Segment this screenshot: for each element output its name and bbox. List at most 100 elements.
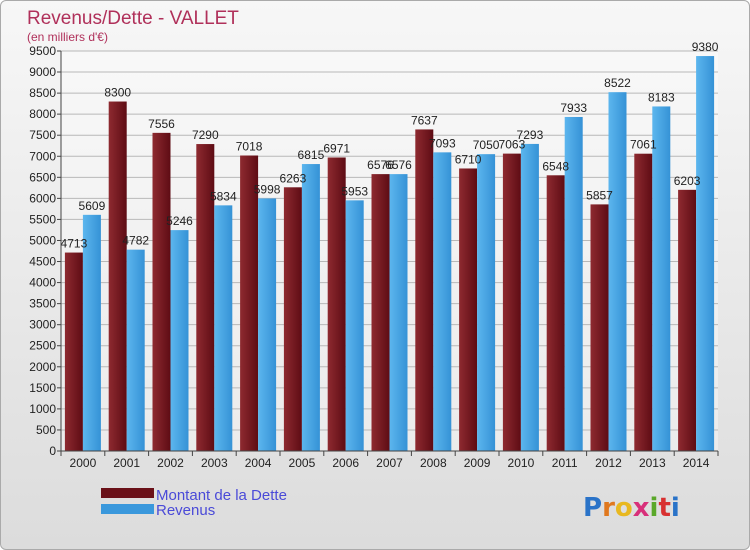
bar-layer [64,56,715,452]
x-tick-label: 2007 [376,456,403,470]
bar-revenus-2013 [652,106,671,451]
data-label: 8183 [648,90,675,104]
bar-revenus-2014 [696,56,715,451]
legend-label-revenus: Revenus [156,502,215,519]
y-tick-label: 2500 [29,339,56,353]
logo-letter: P [583,493,602,523]
legend: Montant de la Dette Revenus [101,487,287,519]
data-label: 6971 [323,141,350,155]
x-tick-label: 2014 [683,456,710,470]
data-label: 7061 [630,138,657,152]
x-tick-label: 2010 [508,456,535,470]
bar-dette-2007 [371,174,390,451]
x-tick-label: 2005 [289,456,316,470]
y-tick-label: 4500 [29,255,56,269]
bar-revenus-2009 [477,154,496,451]
y-tick-label: 9000 [29,65,56,79]
y-tick-label: 2000 [29,360,56,374]
bar-dette-2004 [240,155,259,452]
y-tick-label: 8500 [29,86,56,100]
x-tick-label: 2011 [552,456,578,470]
bar-dette-2005 [283,187,302,451]
label-layer: 4713 5609 8300 4782 7556 5246 7290 5834 7018 5998… [61,40,719,251]
data-label: 5834 [210,189,237,203]
bar-revenus-2012 [608,92,627,451]
bar-dette-2001 [108,101,127,452]
x-tick-label: 2000 [70,456,97,470]
bar-revenus-2008 [433,152,452,452]
bar-dette-2008 [415,129,434,451]
bar-revenus-2007 [389,174,408,451]
data-label: 6710 [455,152,482,166]
y-tick-label: 7500 [29,128,56,142]
y-tick-label: 3000 [29,318,56,332]
bar-dette-2010 [502,153,521,451]
data-label: 6815 [298,148,325,162]
data-label: 5246 [166,214,193,228]
y-tick-label: 4000 [29,276,56,290]
y-tick-label: 6000 [29,191,56,205]
y-tick-label: 0 [49,444,56,458]
data-label: 7093 [429,136,456,150]
axis-layer: 0 500 1000 1500 2000 2500 3000 3500 4000 4500 5000… [29,44,719,470]
x-tick-label: 2004 [245,456,272,470]
y-tick-label: 3500 [29,297,56,311]
data-label: 6548 [542,159,569,173]
y-tick-label: 8000 [29,107,56,121]
data-label: 5857 [586,188,613,202]
bar-dette-2000 [64,252,83,451]
legend-swatch-revenus [101,504,154,514]
bar-dette-2003 [196,144,215,452]
y-tick-label: 5000 [29,233,56,247]
x-tick-label: 2013 [639,456,666,470]
bar-revenus-2000 [82,214,101,451]
data-label: 7933 [560,101,587,115]
data-label: 6263 [280,171,307,185]
y-tick-label: 6500 [29,170,56,184]
x-tick-label: 2001 [113,456,140,470]
data-label: 6576 [367,158,394,172]
bar-revenus-2005 [301,164,320,452]
bar-dette-2014 [678,189,697,452]
bar-revenus-2010 [520,143,539,451]
data-label: 7063 [499,138,526,152]
x-tick-label: 2008 [420,456,447,470]
data-label: 6576 [385,158,412,172]
bar-revenus-2011 [564,116,583,452]
legend-swatch-dette [101,488,154,498]
logo-letter: t [658,493,670,523]
data-label: 9380 [692,40,719,54]
legend-label-dette: Montant de la Dette [156,487,287,504]
bar-dette-2013 [634,153,653,451]
data-label: 7290 [192,128,219,142]
bar-dette-2009 [459,168,478,451]
bar-dette-2011 [546,175,565,451]
logo-letter: i [650,493,659,523]
y-tick-label: 9500 [29,44,56,58]
y-tick-label: 500 [36,423,56,437]
bar-revenus-2003 [214,205,233,451]
bar-revenus-2006 [345,200,364,451]
x-tick-label: 2012 [595,456,622,470]
data-label: 8300 [104,86,131,100]
x-tick-label: 2009 [464,456,491,470]
bar-revenus-2002 [170,230,189,451]
data-label: 7293 [517,128,544,142]
x-tick-label: 2003 [201,456,228,470]
logo-text: Proxiti [583,493,680,523]
data-label: 4713 [61,237,88,251]
data-label: 5609 [79,199,106,213]
bar-dette-2006 [327,157,346,452]
logo-letter: r [602,493,615,523]
data-label: 5953 [341,184,368,198]
logo-letter: x [633,493,650,523]
data-label: 7556 [148,117,175,131]
y-tick-label: 1000 [29,402,56,416]
bar-dette-2002 [152,132,171,451]
bar-revenus-2004 [258,198,277,451]
data-label: 7637 [411,113,438,127]
data-label: 8522 [604,76,631,90]
data-label: 5998 [254,182,281,196]
